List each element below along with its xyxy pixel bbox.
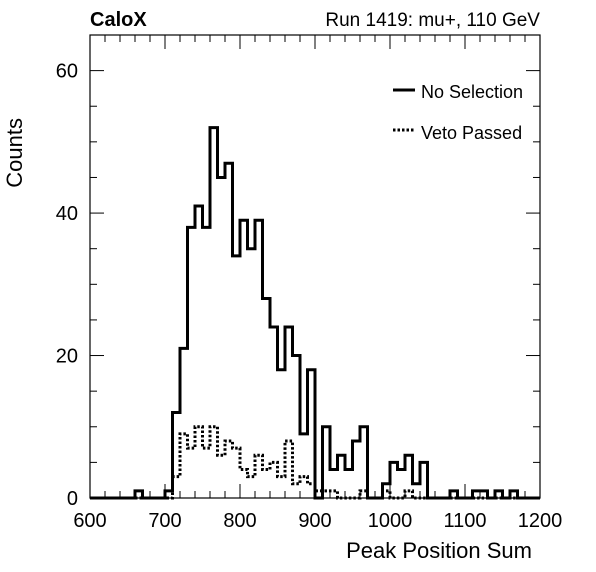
legend-label-no-selection: No Selection <box>421 82 523 102</box>
x-tick-label: 600 <box>73 510 106 532</box>
y-tick-label: 60 <box>56 61 78 83</box>
chart-title-right: Run 1419: mu+, 110 GeV <box>325 10 540 31</box>
legend-label-veto-passed: Veto Passed <box>421 123 522 143</box>
chart-title-left: CaloX <box>90 9 147 31</box>
x-tick-label: 1200 <box>518 510 563 532</box>
y-tick-label: 40 <box>56 203 78 225</box>
y-tick-label: 0 <box>67 488 78 510</box>
y-tick-label: 20 <box>56 346 78 368</box>
x-axis-title: Peak Position Sum <box>346 538 532 563</box>
series-layer <box>90 126 540 500</box>
x-tick-labels: 600 700 800 900 1000 1100 1200 <box>73 510 562 532</box>
x-tick-label: 900 <box>298 510 331 532</box>
x-tick-label: 1000 <box>368 510 413 532</box>
series-line-veto-passed <box>90 425 540 500</box>
x-tick-label: 800 <box>223 510 256 532</box>
y-tick-labels: 0 20 40 60 <box>56 61 78 510</box>
x-tick-label: 700 <box>148 510 181 532</box>
x-tick-label: 1100 <box>443 510 486 532</box>
y-axis-title: Counts <box>2 118 27 188</box>
series-line-no-selection <box>90 126 540 500</box>
legend: No Selection Veto Passed <box>393 82 523 143</box>
